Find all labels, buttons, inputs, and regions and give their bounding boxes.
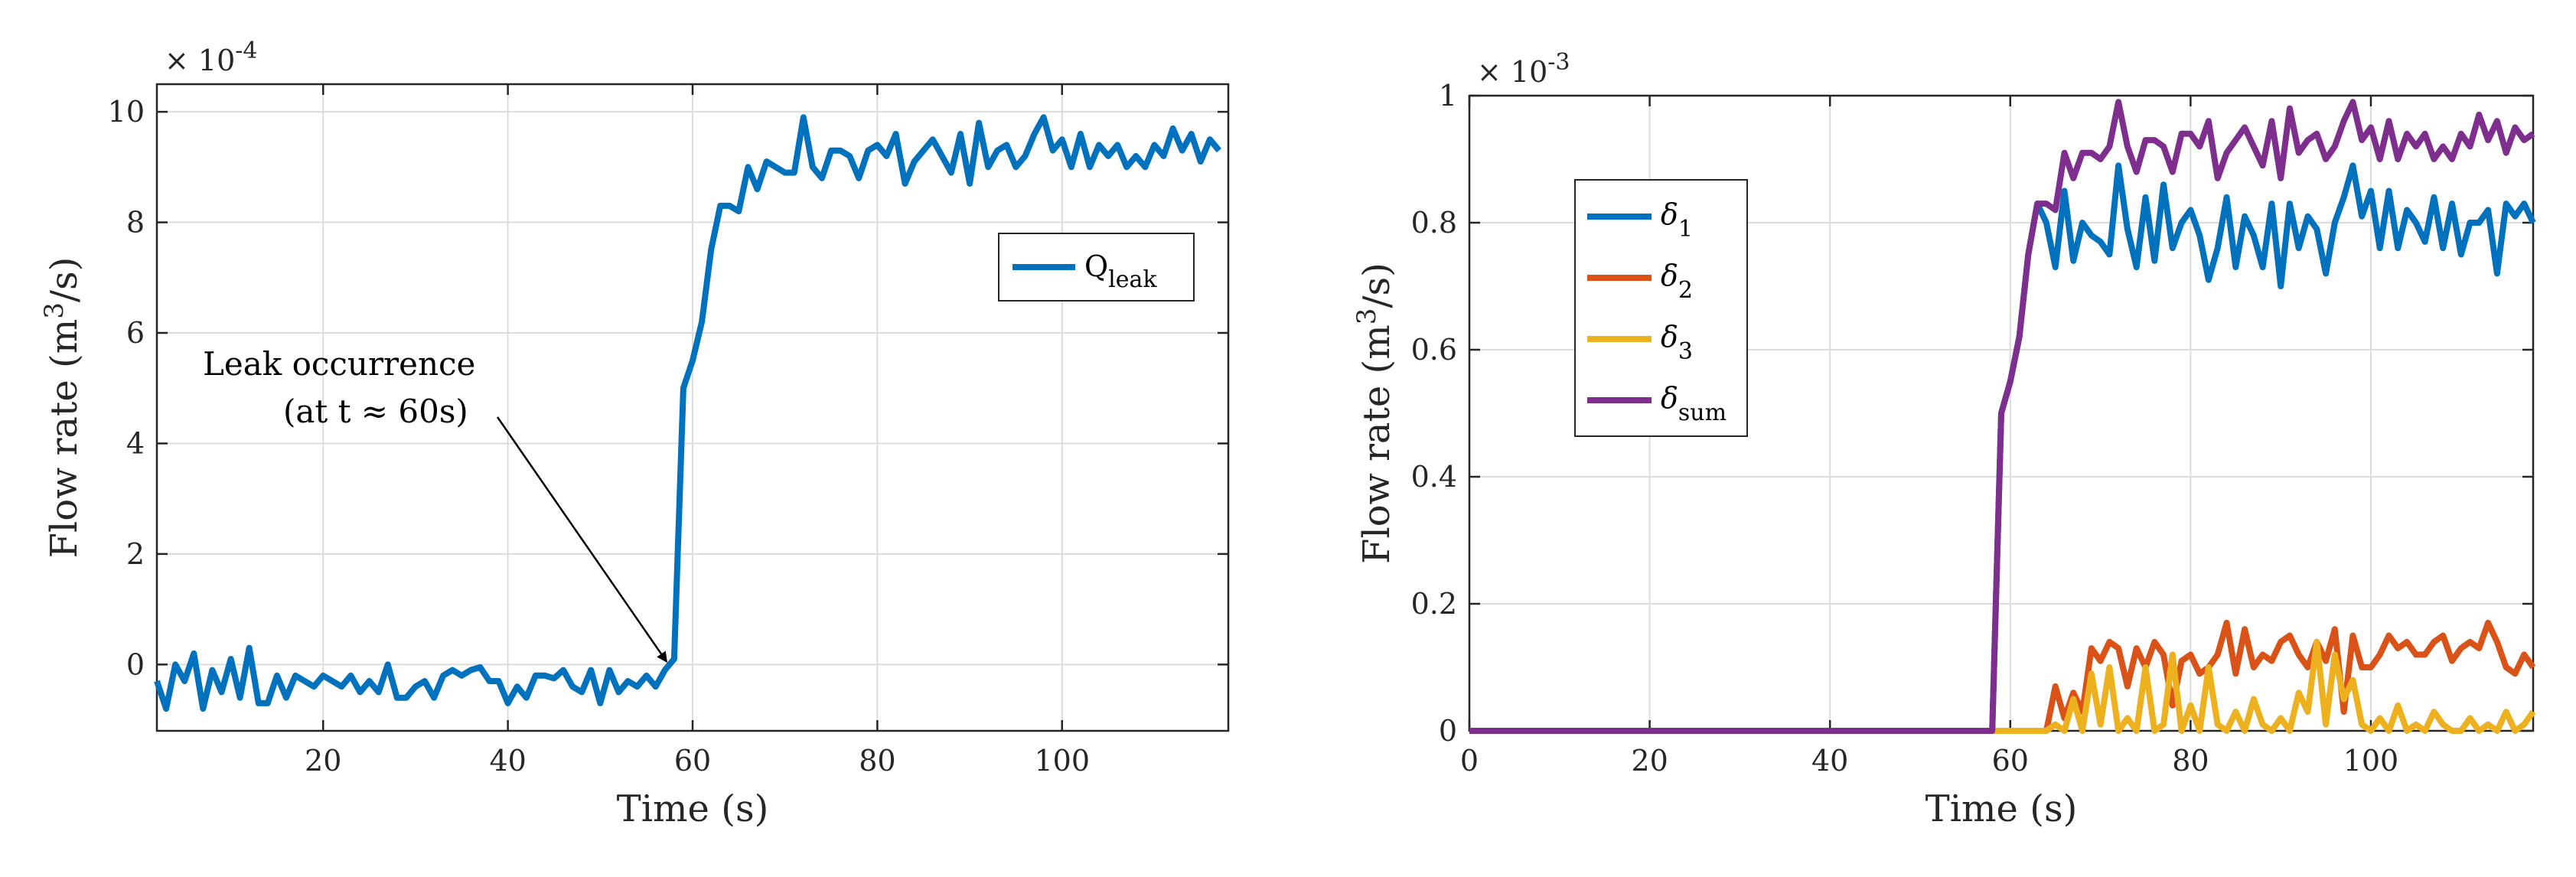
x-tick-label: 0 (1460, 744, 1479, 778)
leak-flow-chart: 20 40 60 80 100 0 2 4 6 8 10 × 10-4 Time (s) Flow rat… (39, 37, 1230, 830)
annotation-line-1: Leak occurrence (203, 345, 475, 383)
y-tick-label: 8 (126, 206, 145, 240)
axis-exponent-label: × 10-3 (1477, 49, 1570, 89)
annotation-line-2: (at t ≈ 60s) (283, 393, 468, 430)
legend-label: δsum (1661, 381, 1727, 426)
legend-label: δ3 (1661, 320, 1693, 365)
legend-label: δ1 (1661, 197, 1693, 243)
x-tick-label: 100 (1034, 744, 1090, 778)
x-tick-label: 60 (674, 744, 711, 778)
legend-label: δ2 (1661, 259, 1693, 304)
y-tick-label: 10 (108, 95, 145, 129)
y-axis-label: Flow rate (m3/s) (1352, 262, 1398, 564)
series-line-2 (1469, 619, 2536, 734)
x-axis-label: Time (s) (1925, 787, 2078, 830)
x-tick-label: 80 (859, 744, 895, 778)
x-tick-label: 100 (2343, 744, 2399, 778)
series-line-3 (1469, 638, 2536, 734)
legend-box (998, 233, 1195, 302)
y-tick-label: 0 (126, 647, 145, 681)
x-tick-label: 20 (1631, 744, 1668, 778)
y-tick-label: 0.6 (1411, 333, 1457, 367)
y-axis-label: Flow rate (m3/s) (39, 257, 86, 559)
series-line-leak (154, 114, 1221, 712)
y-tick-label: 6 (126, 316, 145, 350)
x-tick-label: 60 (1992, 744, 2029, 778)
axis-exponent-label: × 10-4 (165, 37, 258, 77)
series-line-sum (1469, 99, 2535, 734)
x-tick-label: 80 (2172, 744, 2209, 778)
y-tick-label: 4 (126, 426, 145, 460)
y-tick-label: 0.2 (1411, 587, 1457, 621)
y-tick-label: 0.4 (1411, 460, 1457, 494)
y-tick-label: 1 (1439, 79, 1457, 112)
x-tick-label: 20 (305, 744, 341, 778)
annotation-arrow (496, 416, 667, 663)
legend-box (1574, 179, 1748, 437)
legend-label: Qleak (1084, 249, 1157, 293)
y-tick-label: 0.8 (1411, 206, 1457, 240)
x-tick-label: 40 (1811, 744, 1848, 778)
y-tick-label: 0 (1439, 714, 1457, 748)
delta-flow-chart: 0 20 40 60 80 100 0 0.2 0.4 0.6 0.8 1 × 10-3 Time (s)… (1352, 49, 2536, 830)
x-axis-label: Time (s) (617, 787, 769, 830)
y-tick-label: 2 (126, 537, 145, 571)
x-tick-label: 40 (489, 744, 526, 778)
